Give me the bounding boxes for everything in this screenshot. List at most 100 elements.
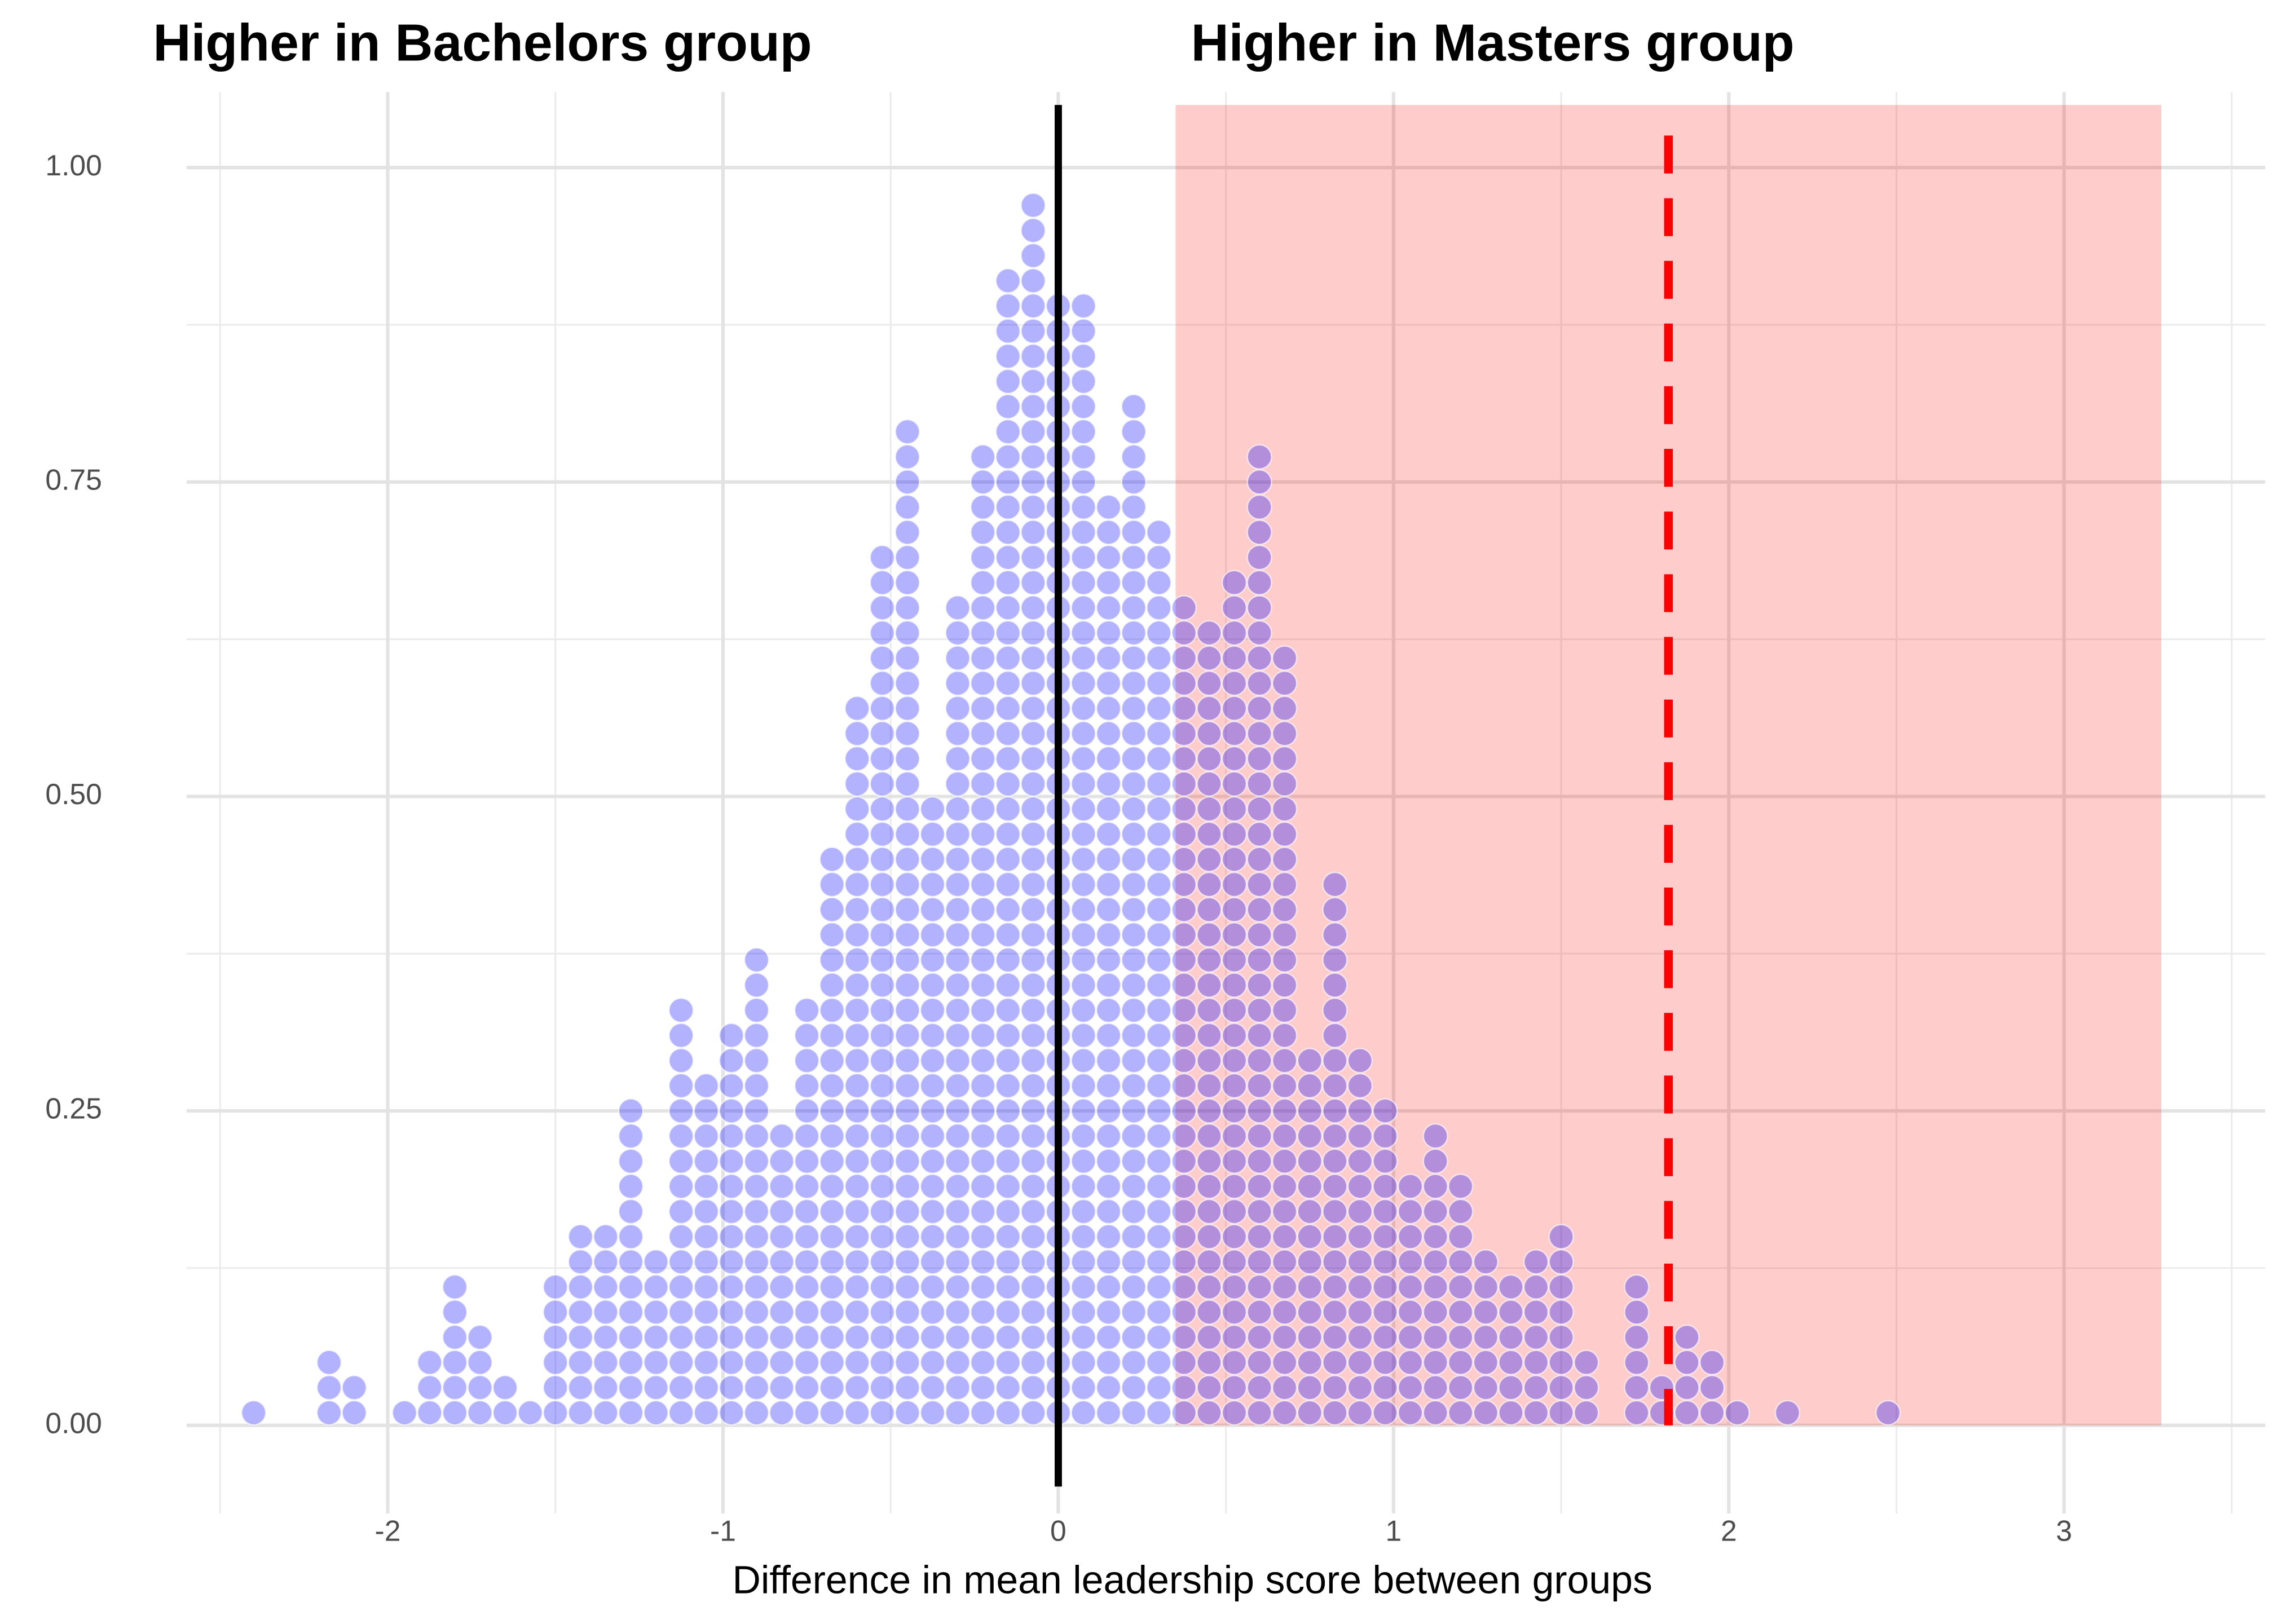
dot — [1121, 1073, 1147, 1099]
dot — [1448, 1299, 1474, 1325]
dot — [1171, 997, 1197, 1023]
dot — [1221, 1123, 1248, 1149]
dot — [1020, 871, 1046, 898]
dot — [341, 1375, 367, 1401]
dot — [1070, 570, 1096, 595]
dot — [1171, 1048, 1197, 1074]
dot — [567, 1249, 594, 1275]
dot — [693, 1123, 719, 1149]
dot — [1146, 695, 1172, 722]
dot — [1221, 846, 1248, 872]
dot — [869, 1198, 896, 1225]
dot — [743, 1274, 770, 1300]
dot — [417, 1349, 443, 1375]
dot — [1699, 1375, 1725, 1401]
dot — [1523, 1299, 1549, 1325]
dot-stack — [995, 268, 1021, 1426]
dot — [1070, 922, 1096, 948]
dot — [668, 1400, 694, 1426]
dot — [1221, 670, 1248, 696]
dot — [869, 1123, 896, 1149]
dot — [693, 1299, 719, 1325]
dot — [1146, 1249, 1172, 1275]
dot-stack — [794, 997, 820, 1426]
dot — [668, 1349, 694, 1375]
dot — [1271, 1324, 1298, 1351]
dot — [1372, 1123, 1398, 1149]
dot — [844, 1022, 870, 1048]
dot — [919, 897, 946, 923]
dot — [894, 897, 920, 923]
dot — [869, 922, 896, 948]
dot — [894, 645, 920, 671]
dot — [1020, 1123, 1046, 1149]
dot — [391, 1400, 417, 1426]
dot — [945, 595, 971, 621]
dot — [668, 1173, 694, 1199]
dot — [919, 1198, 946, 1225]
dot — [593, 1274, 619, 1300]
dot-stack — [1070, 293, 1096, 1426]
dot — [1121, 595, 1147, 621]
dot — [1448, 1249, 1474, 1275]
dot — [1020, 469, 1046, 495]
dot — [1397, 1198, 1424, 1225]
dot — [1095, 1299, 1122, 1325]
dot — [769, 1324, 795, 1351]
dot — [995, 1098, 1021, 1124]
dot — [1095, 1198, 1122, 1225]
dot — [1020, 846, 1046, 872]
dot — [1196, 821, 1222, 848]
dot-stack — [517, 1400, 543, 1426]
dot-stack — [1573, 1349, 1599, 1426]
dot — [995, 318, 1021, 344]
dot — [618, 1198, 644, 1225]
dot — [919, 1349, 946, 1375]
dot — [769, 1400, 795, 1426]
dot — [919, 1274, 946, 1300]
dot — [1121, 494, 1147, 520]
dot — [1146, 796, 1172, 822]
dot — [1221, 645, 1248, 671]
dot — [1221, 1375, 1248, 1401]
dot — [1121, 947, 1147, 973]
dot — [819, 972, 845, 998]
dot — [1020, 293, 1046, 319]
dot — [1121, 846, 1147, 872]
dot — [995, 268, 1021, 294]
dot — [894, 796, 920, 822]
dot — [517, 1400, 543, 1426]
dot — [995, 721, 1021, 747]
dot — [668, 1073, 694, 1099]
dot — [1146, 1048, 1172, 1074]
dot — [1121, 544, 1147, 571]
dot — [643, 1349, 669, 1375]
dot — [919, 1048, 946, 1074]
dot — [618, 1375, 644, 1401]
dot — [743, 947, 770, 973]
dot — [1347, 1123, 1373, 1149]
dot — [1146, 645, 1172, 671]
dot — [869, 897, 896, 923]
dot-stack — [467, 1324, 493, 1426]
dot — [1246, 922, 1272, 948]
dot — [1221, 947, 1248, 973]
dot — [1196, 1400, 1222, 1426]
dot — [1020, 343, 1046, 369]
dot — [995, 745, 1021, 772]
dot — [1070, 1324, 1096, 1351]
dot — [543, 1375, 568, 1401]
dot — [819, 1048, 845, 1074]
dot — [618, 1098, 644, 1124]
dot — [1020, 997, 1046, 1023]
dot — [1121, 821, 1147, 848]
dot — [1121, 394, 1147, 420]
dot — [945, 1098, 971, 1124]
dot — [945, 1400, 971, 1426]
dot — [1473, 1274, 1499, 1300]
dot — [1196, 947, 1222, 973]
dot — [1221, 1400, 1248, 1426]
dot-stack — [1196, 620, 1222, 1426]
dot — [1020, 745, 1046, 772]
dot — [643, 1400, 669, 1426]
